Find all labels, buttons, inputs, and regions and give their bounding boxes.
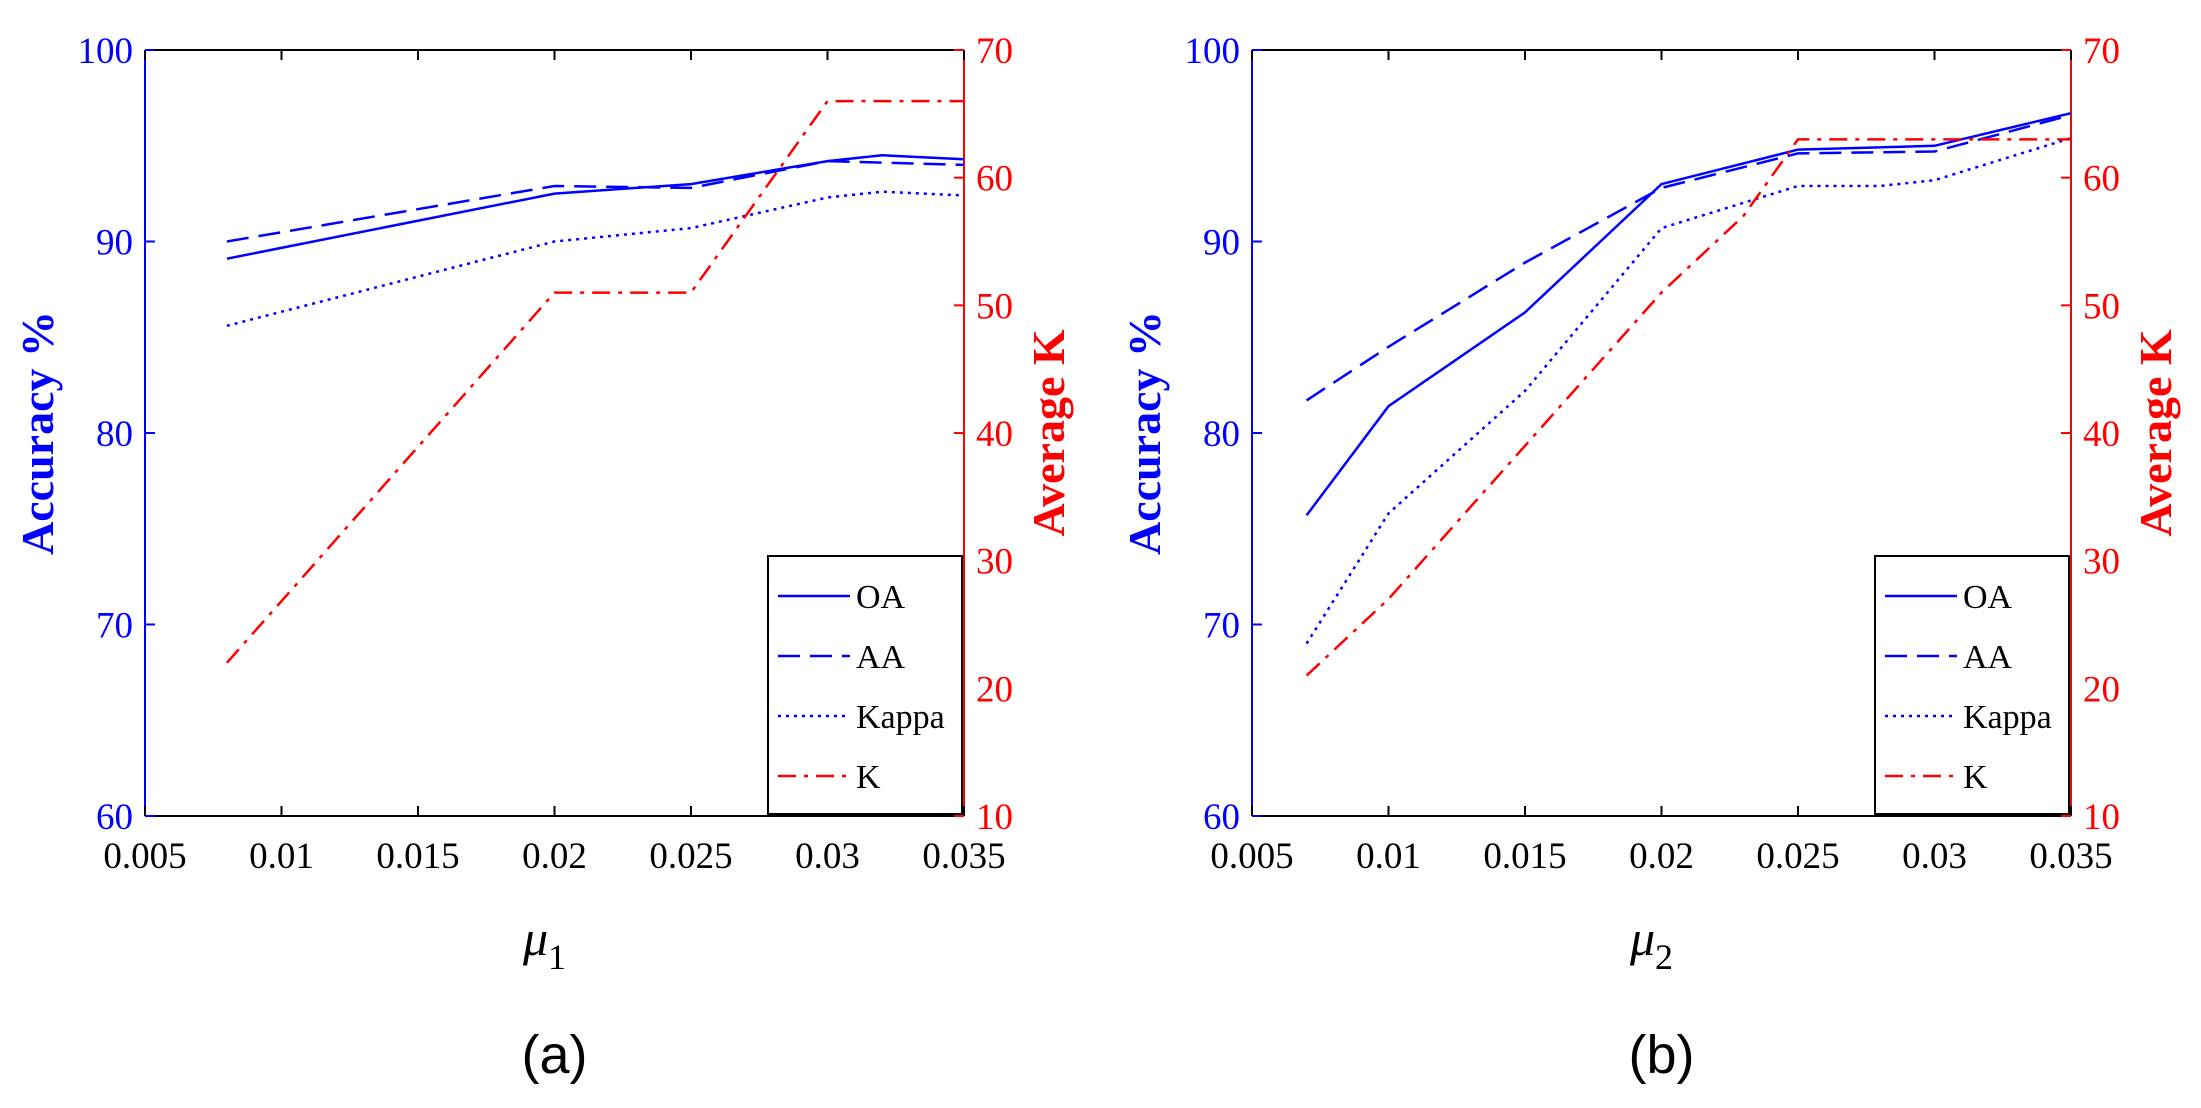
y-left-tick-label: 100 xyxy=(1185,31,1241,72)
y-right-title: Average K xyxy=(1023,329,1074,537)
x-tick-label: 0.035 xyxy=(2029,836,2112,877)
x-tick-label: 0.025 xyxy=(649,836,732,877)
series-line-kappa xyxy=(1305,136,2072,645)
series-line-aa xyxy=(1305,113,2072,402)
legend-label: K xyxy=(1963,759,1988,796)
legend-label: AA xyxy=(1963,639,2013,676)
legend-box xyxy=(1874,555,2070,815)
y-left-tick-label: 90 xyxy=(1203,223,1240,264)
y-right-tick-label: 10 xyxy=(976,797,1013,838)
y-right-tick-label: 40 xyxy=(976,414,1013,455)
y-right-tick-label: 50 xyxy=(976,286,1013,327)
legend-label: OA xyxy=(856,579,906,616)
x-tick-label: 0.015 xyxy=(1483,836,1566,877)
x-tick-label: 0.025 xyxy=(1756,836,1839,877)
legend-label: Kappa xyxy=(856,699,945,736)
y-left-tick-label: 90 xyxy=(96,223,133,264)
panel-caption: (a) xyxy=(522,1025,588,1085)
series-line-oa xyxy=(1305,111,2072,517)
panel-caption: (b) xyxy=(1629,1025,1695,1085)
chart-b: 0.005 0.01 0.015 0.02 0.025 0.03 0.035 60 70 80 90… xyxy=(1119,31,2181,1085)
y-left-title: Accuracy % xyxy=(12,311,63,555)
y-left-tick-label: 100 xyxy=(78,31,134,72)
y-right-tick-label: 40 xyxy=(2083,414,2120,455)
x-tick-label: 0.01 xyxy=(1356,836,1421,877)
legend-label: OA xyxy=(1963,579,2013,616)
series-line-kappa xyxy=(226,190,965,328)
x-tick-label: 0.005 xyxy=(1210,836,1293,877)
y-right-tick-label: 70 xyxy=(976,31,1013,72)
legend-label: AA xyxy=(856,639,906,676)
y-right-title: Average K xyxy=(2130,329,2181,537)
legend-label: Kappa xyxy=(1963,699,2052,736)
y-left-tick-label: 60 xyxy=(96,797,133,838)
y-right-tick-label: 20 xyxy=(2083,669,2120,710)
x-tick-label: 0.03 xyxy=(1902,836,1967,877)
series-line-oa xyxy=(226,154,965,260)
y-right-tick-label: 20 xyxy=(976,669,1013,710)
series-line-aa xyxy=(226,159,965,243)
x-tick-label: 0.005 xyxy=(103,836,186,877)
x-tick-label: 0.02 xyxy=(1629,836,1694,877)
y-right-tick-label: 70 xyxy=(2083,31,2120,72)
y-right-tick-label: 60 xyxy=(2083,159,2120,200)
y-right-tick-label: 10 xyxy=(2083,797,2120,838)
y-right-tick-label: 30 xyxy=(976,542,1013,583)
y-left-tick-label: 70 xyxy=(1203,606,1240,647)
chart-a: 0.005 0.01 0.015 0.02 0.025 0.03 0.035 60 70 80 90… xyxy=(12,31,1074,1085)
y-left-tick-label: 80 xyxy=(1203,414,1240,455)
x-axis-title: μ1 xyxy=(522,910,566,977)
y-right-tick-label: 30 xyxy=(2083,542,2120,583)
y-right-tick-label: 50 xyxy=(2083,286,2120,327)
legend-label: K xyxy=(856,759,881,796)
y-left-tick-label: 80 xyxy=(96,414,133,455)
y-left-tick-label: 60 xyxy=(1203,797,1240,838)
x-axis-title: μ2 xyxy=(1629,910,1673,977)
y-left-tick-label: 70 xyxy=(96,606,133,647)
y-left-title: Accuracy % xyxy=(1119,311,1170,555)
x-tick-label: 0.01 xyxy=(249,836,314,877)
x-tick-label: 0.035 xyxy=(922,836,1005,877)
legend-box xyxy=(767,555,963,815)
y-right-tick-label: 60 xyxy=(976,159,1013,200)
x-tick-label: 0.015 xyxy=(376,836,459,877)
x-tick-label: 0.03 xyxy=(795,836,860,877)
series-line-k xyxy=(1305,138,2071,677)
x-tick-label: 0.02 xyxy=(522,836,587,877)
